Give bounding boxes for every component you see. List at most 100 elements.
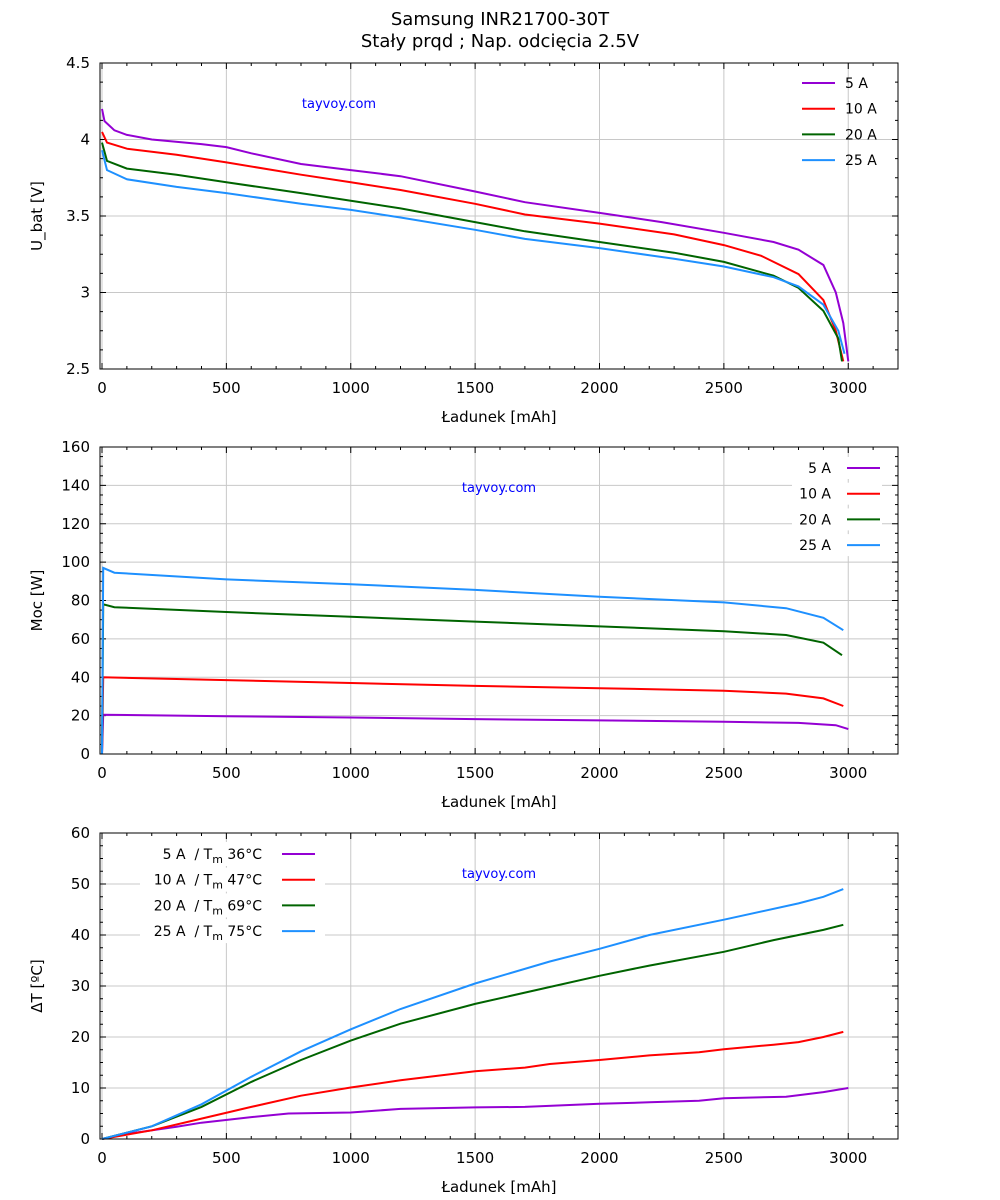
legend-label: 25 A / Tm 75°C bbox=[154, 924, 262, 943]
y-tick-label: 3.5 bbox=[66, 207, 90, 225]
legend-label: 20 A bbox=[799, 512, 831, 528]
y-tick-label: 3 bbox=[80, 284, 90, 302]
series-line-5a bbox=[101, 1087, 849, 1140]
legend-label: 5 A bbox=[845, 76, 868, 92]
y-tick-label: 60 bbox=[71, 630, 90, 648]
x-tick-label: 0 bbox=[97, 764, 107, 782]
y-tick-label: 20 bbox=[71, 1028, 90, 1046]
y-tick-label: 40 bbox=[71, 926, 90, 944]
series-line-10a bbox=[101, 131, 845, 362]
legend-label: 5 A / Tm 36°C bbox=[163, 847, 263, 866]
x-tick-label: 2000 bbox=[580, 379, 618, 397]
y-tick-label: 60 bbox=[71, 824, 90, 842]
legend-background bbox=[792, 482, 882, 505]
x-tick-label: 1500 bbox=[456, 764, 494, 782]
legend-label-subscript: m bbox=[212, 879, 223, 892]
x-axis-label: Ładunek [mAh] bbox=[441, 1178, 557, 1196]
legend-label: 25 A bbox=[845, 153, 877, 169]
x-tick-label: 500 bbox=[212, 1149, 241, 1167]
chart-subtitle: Stały prqd ; Nap. odcięcia 2.5V bbox=[360, 31, 640, 52]
legend-label-temperature: 47°C bbox=[223, 873, 262, 889]
series-line-10a bbox=[101, 676, 844, 755]
x-tick-label: 0 bbox=[97, 379, 107, 397]
y-tick-label: 140 bbox=[61, 476, 90, 494]
series-line-20a bbox=[101, 603, 843, 755]
y-axis-label: U_bat [V] bbox=[28, 181, 47, 251]
legend-label-current: 5 A / T bbox=[163, 847, 213, 863]
x-tick-label: 1000 bbox=[332, 379, 370, 397]
x-tick-label: 1000 bbox=[332, 764, 370, 782]
x-tick-label: 2500 bbox=[705, 764, 743, 782]
x-tick-label: 1000 bbox=[332, 1149, 370, 1167]
legend-label-temperature: 75°C bbox=[223, 924, 262, 940]
x-tick-label: 3000 bbox=[829, 379, 867, 397]
x-tick-label: 2500 bbox=[705, 1149, 743, 1167]
y-tick-label: 100 bbox=[61, 553, 90, 571]
legend-label: 20 A / Tm 69°C bbox=[154, 898, 262, 917]
x-axis-label: Ładunek [mAh] bbox=[441, 408, 557, 426]
series-line-5a bbox=[101, 713, 849, 755]
y-tick-label: 80 bbox=[71, 592, 90, 610]
legend-label-current: 20 A / T bbox=[154, 898, 213, 914]
x-tick-label: 1500 bbox=[456, 1149, 494, 1167]
x-axis-label: Ładunek [mAh] bbox=[441, 793, 557, 811]
x-tick-label: 500 bbox=[212, 379, 241, 397]
series-line-25a bbox=[101, 149, 846, 354]
legend-label: 25 A bbox=[799, 538, 831, 554]
legend-label-subscript: m bbox=[212, 904, 223, 917]
legend-label-subscript: m bbox=[212, 930, 223, 943]
y-tick-label: 20 bbox=[71, 707, 90, 725]
legend-background bbox=[792, 534, 882, 557]
chart-temperature: 0 500 1000 1500 2000 2500 3000 0 10 20 30 40 50 60 Ład… bbox=[28, 824, 899, 1196]
plot-frame bbox=[99, 62, 899, 370]
series-line-20a bbox=[101, 142, 843, 362]
legend-label: 10 A / Tm 47°C bbox=[154, 873, 262, 892]
x-tick-label: 3000 bbox=[829, 764, 867, 782]
y-tick-label: 0 bbox=[80, 1130, 90, 1148]
y-tick-label: 50 bbox=[71, 875, 90, 893]
y-tick-label: 120 bbox=[61, 515, 90, 533]
chart-voltage: 0 500 1000 1500 2000 2500 3000 2.5 3 3.5 4 4.5 Ładun… bbox=[28, 54, 899, 426]
legend-label-current: 10 A / T bbox=[154, 873, 213, 889]
x-tick-label: 1500 bbox=[456, 379, 494, 397]
chart-power: 0 500 1000 1500 2000 2500 3000 0 20 40 60 80 100 120 1… bbox=[28, 438, 899, 811]
x-tick-label: 2000 bbox=[580, 764, 618, 782]
series-line-25a bbox=[101, 888, 844, 1140]
series-line-25a bbox=[101, 566, 844, 755]
x-tick-label: 3000 bbox=[829, 1149, 867, 1167]
legend-label-temperature: 36°C bbox=[223, 847, 262, 863]
legend-label: 20 A bbox=[845, 127, 877, 143]
plot-frame bbox=[99, 832, 899, 1140]
y-tick-label: 4 bbox=[80, 131, 90, 149]
y-tick-label: 30 bbox=[71, 977, 90, 995]
legend-label: 5 A bbox=[808, 461, 831, 477]
legend-label: 10 A bbox=[845, 102, 877, 118]
legend-label-current: 25 A / T bbox=[154, 924, 213, 940]
x-tick-label: 2000 bbox=[580, 1149, 618, 1167]
x-tick-label: 2500 bbox=[705, 379, 743, 397]
watermark: tayvoy.com bbox=[462, 481, 536, 496]
legend-background bbox=[792, 508, 882, 531]
legend-label-subscript: m bbox=[212, 853, 223, 866]
y-tick-label: 10 bbox=[71, 1079, 90, 1097]
series-line-20a bbox=[101, 923, 844, 1140]
watermark: tayvoy.com bbox=[302, 97, 376, 112]
x-tick-label: 0 bbox=[97, 1149, 107, 1167]
watermark: tayvoy.com bbox=[462, 867, 536, 882]
series-line-10a bbox=[101, 1030, 844, 1140]
y-tick-label: 4.5 bbox=[66, 54, 90, 72]
legend-label-temperature: 69°C bbox=[223, 898, 262, 914]
legend-label: 10 A bbox=[799, 487, 831, 503]
y-tick-label: 0 bbox=[80, 745, 90, 763]
plot-frame bbox=[99, 446, 899, 755]
x-tick-label: 500 bbox=[212, 764, 241, 782]
chart-title: Samsung INR21700-30T bbox=[390, 9, 610, 30]
legend-background bbox=[792, 457, 882, 479]
series-line-5a bbox=[101, 108, 850, 362]
y-tick-label: 160 bbox=[61, 438, 90, 456]
y-axis-label: ΔT [ºC] bbox=[28, 959, 46, 1012]
y-tick-label: 40 bbox=[71, 668, 90, 686]
y-axis-label: Moc [W] bbox=[28, 570, 46, 632]
